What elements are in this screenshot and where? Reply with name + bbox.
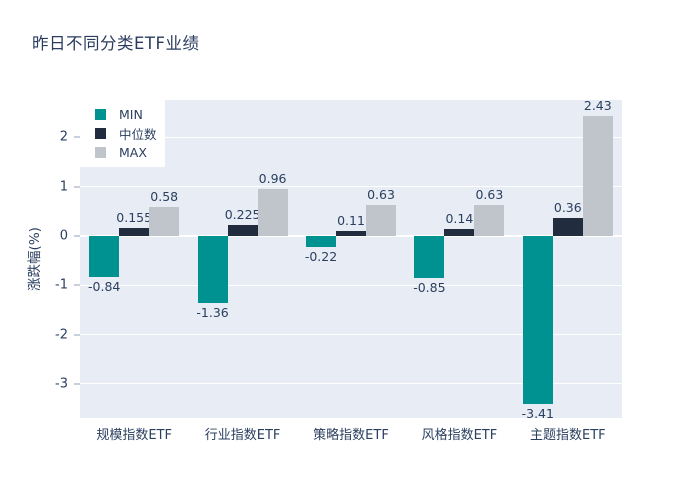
bar-value-label: 2.43 (583, 98, 612, 114)
y-tick-label: -3 (55, 376, 68, 392)
y-tick-label: -1 (55, 277, 68, 293)
legend-item-MAX[interactable]: MAX (95, 143, 165, 162)
bar-value-label: 0.58 (150, 189, 179, 205)
legend-item-label: MIN (119, 107, 143, 122)
y-tick-mark (74, 186, 80, 188)
legend-item-label: 中位数 (119, 127, 157, 142)
bar-MAX-规模指数ETF[interactable] (149, 207, 180, 237)
bar-MAX-风格指数ETF[interactable] (474, 205, 505, 237)
legend-item-label: MAX (119, 145, 147, 160)
y-tick-mark (74, 334, 80, 336)
gridline (80, 334, 622, 336)
legend-swatch-中位数 (95, 128, 106, 139)
x-axis-category-label: 行业指数ETF (204, 428, 281, 443)
bar-中位数-主题指数ETF[interactable] (552, 218, 583, 237)
x-axis-category-label: 策略指数ETF (313, 428, 389, 443)
y-tick-mark (74, 136, 80, 138)
legend-item-MIN[interactable]: MIN (95, 105, 165, 124)
plot-area: -0.84 0.155 0.58 -1.36 0.225 0.96 -0.22 0.11 0.6… (80, 98, 622, 422)
legend-swatch-MIN (95, 109, 106, 120)
bar-中位数-策略指数ETF[interactable] (336, 230, 366, 237)
bar-中位数-风格指数ETF[interactable] (444, 229, 475, 237)
x-axis-category-label: 规模指数ETF (96, 428, 173, 443)
bar-MIN-策略指数ETF[interactable] (306, 236, 336, 247)
bar-value-label: -3.41 (521, 406, 554, 422)
gridline (80, 136, 622, 138)
bar-value-label: 0.225 (224, 206, 261, 222)
bar-value-label: 0.11 (337, 212, 365, 228)
legend: MIN 中位数 MAX (80, 100, 165, 167)
gridline (80, 186, 622, 188)
bar-MAX-策略指数ETF[interactable] (366, 205, 396, 237)
gridline (80, 383, 622, 385)
x-axis-category-label: 风格指数ETF (421, 428, 498, 443)
legend-swatch-MAX (95, 147, 106, 158)
bar-value-label: -0.84 (88, 279, 121, 295)
bar-value-label: -0.85 (413, 279, 446, 295)
bar-value-label: -0.22 (304, 248, 338, 264)
zero-line (80, 235, 622, 238)
bar-value-label: -1.36 (196, 305, 229, 321)
bar-value-label: 0.63 (475, 187, 504, 202)
y-tick-label: 1 (59, 179, 68, 195)
legend-item-中位数[interactable]: 中位数 (95, 124, 165, 143)
bar-MIN-主题指数ETF[interactable] (522, 236, 553, 405)
gridline (80, 284, 622, 286)
x-axis-category-label: 主题指数ETF (529, 428, 606, 443)
chart-title: 昨日不同分类ETF业绩 (32, 34, 200, 53)
y-tick-mark (74, 284, 80, 286)
bar-MIN-行业指数ETF[interactable] (197, 236, 228, 304)
bar-中位数-规模指数ETF[interactable] (119, 228, 150, 237)
y-tick-label: 0 (59, 228, 68, 244)
bar-MIN-风格指数ETF[interactable] (414, 236, 445, 278)
bar-中位数-行业指数ETF[interactable] (227, 224, 258, 237)
bar-value-label: 0.63 (367, 187, 395, 202)
y-tick-label: -2 (55, 327, 68, 343)
bar-MAX-主题指数ETF[interactable] (582, 116, 613, 237)
y-tick-mark (74, 235, 80, 237)
bar-MIN-规模指数ETF[interactable] (89, 236, 120, 278)
bar-value-label: 0.36 (553, 200, 582, 216)
bar-value-label: 0.96 (258, 170, 287, 186)
bar-MAX-行业指数ETF[interactable] (257, 188, 288, 237)
bar-value-label: 0.14 (445, 211, 474, 227)
bar-value-label: 0.155 (116, 210, 153, 226)
y-tick-label: 2 (59, 129, 68, 145)
y-tick-mark (74, 383, 80, 385)
